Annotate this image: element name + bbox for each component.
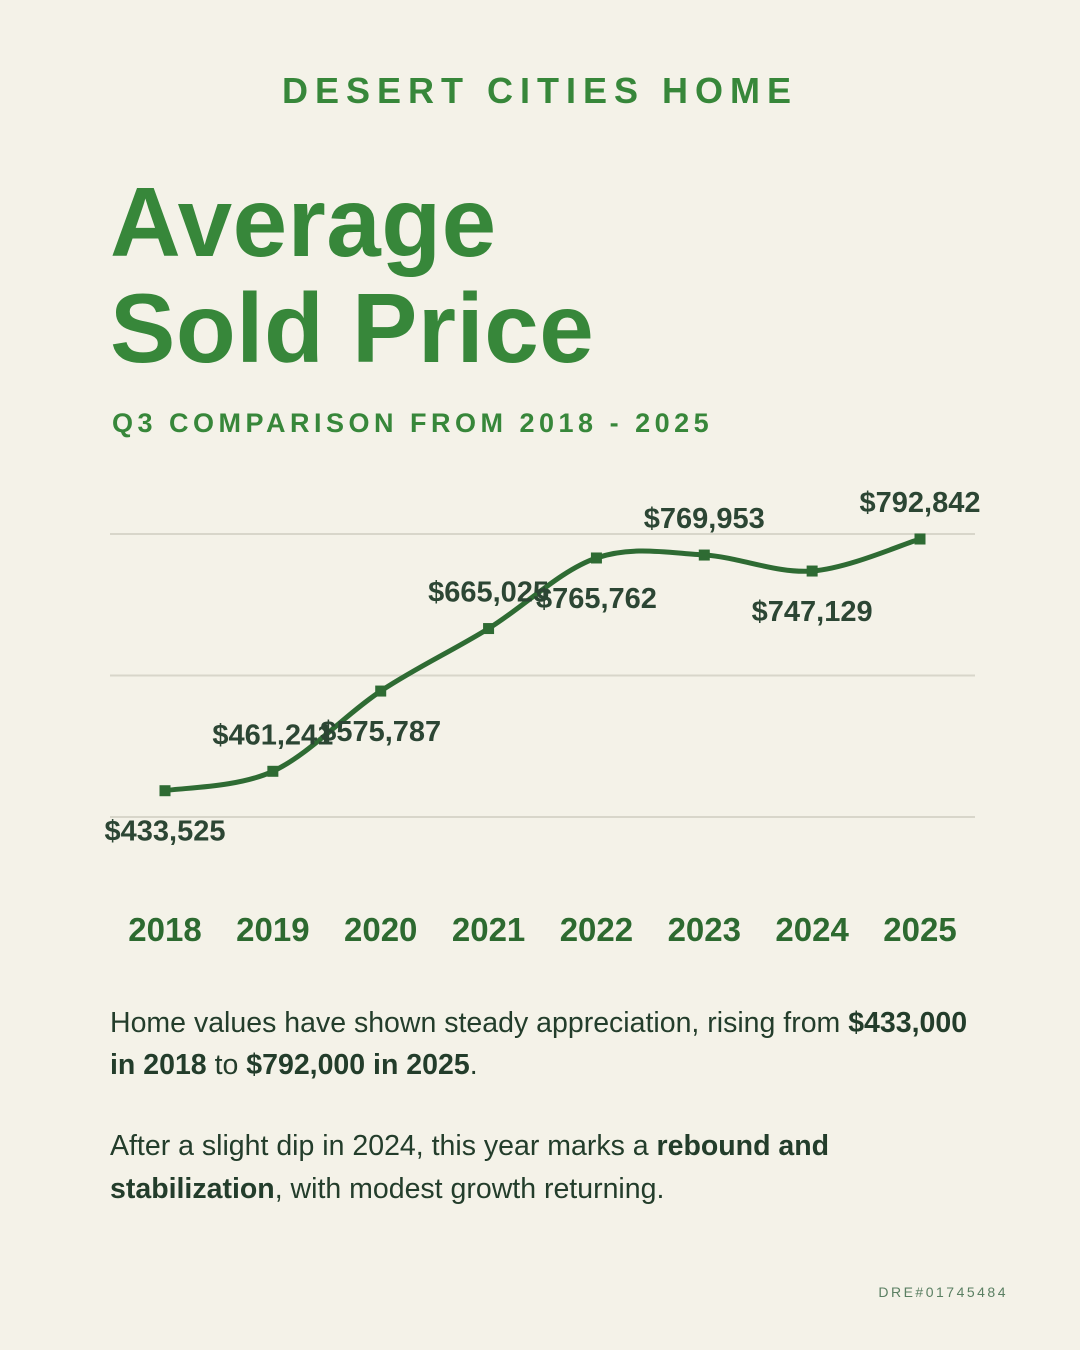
summary-bold-text: rebound and stabilization bbox=[110, 1130, 830, 1205]
chart-svg: $433,525 2018 $461,241 2019 $575,787 2020 $665… bbox=[105, 487, 981, 948]
chart-value-label: $792,842 bbox=[860, 487, 981, 519]
chart-point bbox=[590, 552, 602, 564]
chart-year-label: 2021 bbox=[452, 911, 525, 948]
line-chart: $433,525 2018 $461,241 2019 $575,787 2020 $665… bbox=[105, 479, 981, 954]
chart-point bbox=[267, 765, 279, 777]
title-line-1: Average bbox=[110, 167, 497, 277]
chart-value-label: $769,953 bbox=[644, 503, 765, 535]
chart-value-label: $433,525 bbox=[105, 815, 226, 847]
chart-value-label: $747,129 bbox=[752, 596, 873, 628]
summary-text: Home values have shown steady appreciati… bbox=[110, 1002, 990, 1211]
summary-text-segment: . bbox=[469, 1049, 478, 1082]
title-line-2: Sold Price bbox=[110, 272, 595, 383]
chart-year-label: 2019 bbox=[236, 911, 309, 948]
chart-value-label: $765,762 bbox=[536, 583, 657, 615]
chart-point bbox=[806, 565, 818, 577]
chart-value-label: $461,241 bbox=[212, 719, 333, 751]
summary-text-segment: , with modest growth returning. bbox=[274, 1172, 665, 1205]
summary-text-segment: After a slight dip in 2024, this year ma… bbox=[110, 1130, 657, 1163]
summary-text-segment: Home values have shown steady appreciati… bbox=[110, 1006, 849, 1039]
chart-subtitle: Q3 COMPARISON FROM 2018 - 2025 bbox=[112, 407, 714, 438]
chart-point bbox=[698, 549, 710, 561]
chart-year-label: 2020 bbox=[344, 911, 417, 948]
chart-point bbox=[483, 622, 495, 634]
chart-value-label: $665,025 bbox=[428, 576, 549, 608]
summary-paragraph: After a slight dip in 2024, this year ma… bbox=[110, 1125, 990, 1211]
chart-year-label: 2018 bbox=[128, 911, 201, 948]
summary-bold-text: $792,000 in 2025 bbox=[246, 1049, 470, 1082]
chart-value-label: $575,787 bbox=[320, 716, 441, 748]
summary-paragraph: Home values have shown steady appreciati… bbox=[110, 1002, 990, 1088]
chart-year-label: 2023 bbox=[668, 911, 741, 948]
chart-point bbox=[159, 784, 171, 796]
chart-year-label: 2025 bbox=[883, 911, 956, 948]
chart-year-label: 2024 bbox=[775, 911, 849, 948]
chart-point bbox=[914, 533, 926, 545]
summary-text-segment: to bbox=[206, 1049, 247, 1082]
page-title: Average Sold Price bbox=[110, 167, 1080, 383]
brand-header: DESERT CITIES HOME bbox=[281, 70, 799, 111]
summary-bold-text: $433,000 in 2018 bbox=[110, 1006, 968, 1082]
chart-point bbox=[375, 685, 387, 697]
chart-year-label: 2022 bbox=[560, 911, 633, 948]
chart-line bbox=[162, 536, 923, 793]
dre-license: DRE#01745484 bbox=[878, 1284, 1008, 1300]
